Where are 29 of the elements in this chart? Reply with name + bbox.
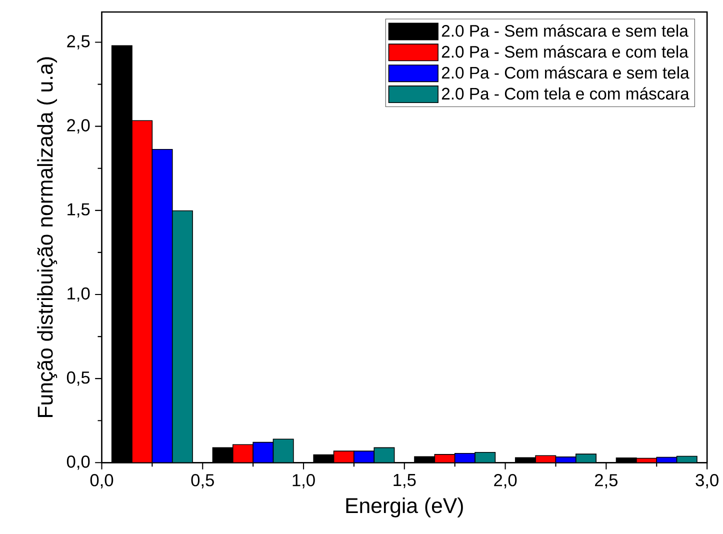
bar [253,442,274,463]
y-tick-label: 1,0 [68,287,90,302]
y-axis-title: Função distribuição normalizada ( u.a) [37,57,58,417]
x-axis-title: Energia (eV) [346,498,463,518]
y-tick-label: 2,0 [67,119,90,134]
x-tick-label: 1,5 [394,474,416,488]
legend-label: 2.0 Pa - Com tela e com máscara [442,87,690,100]
bar [152,149,172,463]
bar [374,448,394,463]
bar [656,456,678,463]
x-tick-label: 3,0 [696,474,718,488]
x-tick-label: 0,5 [191,474,214,488]
y-tick-label: 2,5 [67,35,90,50]
legend-label: 2.0 Pa - Sem máscara e sem tela [442,24,688,37]
y-tick-label: 0,0 [66,455,90,470]
x-tick-label: 1,0 [292,474,315,488]
x-tick-label: 0,0 [90,474,114,488]
legend-label: 2.0 Pa - Sem máscara e com tela [442,45,688,58]
legend-label: 2.0 Pa - Com máscara e sem tela [442,66,690,79]
x-tick-label: 2,5 [595,474,618,488]
bar [334,451,354,463]
bar [676,456,698,463]
bar [132,120,152,463]
y-tick-label: 0,5 [66,371,90,386]
bar [232,444,254,463]
x-tick-label: 2,0 [494,474,517,488]
y-tick-label: 1,5 [68,203,90,218]
bar [172,210,193,463]
bar [273,439,294,463]
